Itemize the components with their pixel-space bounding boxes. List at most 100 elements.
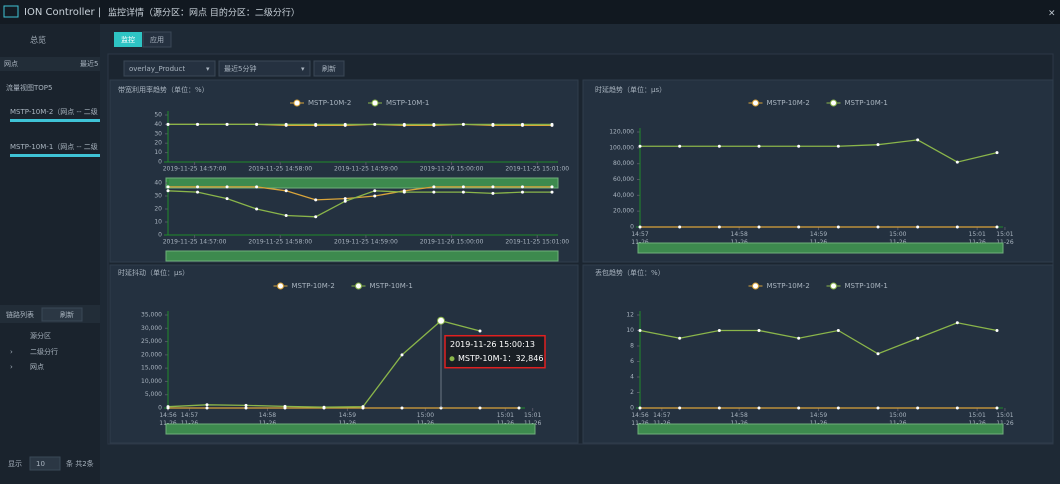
pager-select[interactable]: [29, 456, 61, 471]
point: [678, 225, 682, 229]
select-value[interactable]: 最近5分钟: [224, 64, 256, 73]
point: [255, 207, 259, 211]
x-tick-label: 15:01 11-26: [968, 231, 986, 246]
series-line: [639, 322, 998, 355]
filter[interactable]: 最近5: [80, 59, 98, 68]
refresh-label[interactable]: 刷新: [322, 64, 336, 73]
point: [196, 190, 200, 194]
point: [314, 122, 318, 126]
x-tick-label: 2019-11-25 14:57:00: [163, 166, 227, 173]
y-tick-label: 30: [154, 130, 162, 137]
pager-size[interactable]: 10: [36, 460, 45, 468]
modal-title: 监控详情（源分区：网点 目的分区：二级分行）: [108, 7, 300, 19]
legend-label: MSTP-10M-2: [767, 99, 810, 107]
expander[interactable]: ›: [10, 363, 13, 371]
point: [638, 329, 642, 332]
select[interactable]: [218, 60, 311, 77]
x-tick-label: 2019-11-25 14:58:00: [248, 239, 312, 246]
point: [461, 190, 465, 194]
legend-label: MSTP-10M-1: [845, 282, 888, 290]
x-tick-label: 2019-11-25 14:59:00: [334, 166, 398, 173]
select-value[interactable]: overlay_Product: [129, 65, 185, 73]
x-tick-label: 15:01 11-26: [968, 412, 986, 427]
point: [717, 225, 721, 229]
x-tick-label: 15:00 11-26: [889, 412, 907, 427]
point: [225, 185, 229, 189]
chart-title: 带宽利用率趋势（单位：%）: [118, 85, 209, 94]
point: [757, 225, 761, 229]
panel: [582, 79, 1054, 263]
pager-label: 显示: [8, 460, 22, 468]
refresh-button[interactable]: [41, 307, 83, 322]
x-tick-label: 14:58 11-26: [730, 231, 748, 246]
tab-label[interactable]: 应用: [150, 35, 164, 44]
legend-dot: [830, 282, 837, 290]
point: [550, 190, 554, 194]
x-tick-label: 14:57 11-26: [631, 231, 649, 246]
chart-title: 时延趋势（单位：μs）: [595, 85, 666, 94]
point: [836, 406, 840, 410]
point: [322, 405, 326, 409]
point: [717, 406, 721, 410]
point: [678, 406, 682, 410]
y-tick-label: 50: [154, 112, 162, 119]
point: [432, 185, 436, 189]
point: [876, 352, 880, 356]
refresh-label[interactable]: 刷新: [60, 310, 74, 319]
point: [678, 336, 682, 340]
filter[interactable]: 网点: [4, 60, 18, 68]
table-cell: 二级分行: [30, 347, 58, 356]
x-tick-label: 14:59 11-26: [810, 412, 828, 427]
top5-item[interactable]: MSTP-10M-1（网点 -- 二级: [10, 142, 98, 151]
point: [400, 353, 404, 357]
point: [373, 194, 377, 198]
point: [373, 122, 377, 126]
refresh-button[interactable]: [313, 60, 345, 77]
point: [916, 138, 920, 142]
highlight-point: [437, 316, 445, 325]
x-tick-label: 15:01 11-26: [996, 231, 1014, 246]
legend-dot: [277, 282, 284, 290]
x-tick-label: 14:59 11-26: [339, 412, 357, 427]
point: [955, 160, 959, 164]
point: [432, 122, 436, 126]
select[interactable]: [123, 60, 216, 77]
legend-label: MSTP-10M-2: [308, 99, 351, 107]
y-tick-label: 20: [154, 140, 162, 147]
tab-active[interactable]: [114, 32, 142, 47]
modal-header: [100, 0, 1060, 24]
top5-item[interactable]: MSTP-10M-2（网点 -- 二级: [10, 107, 98, 116]
x-tick-label: 14:56 11-26: [159, 412, 177, 427]
point: [166, 122, 170, 126]
x-tick-label: 2019-11-25 14:59:00: [334, 239, 398, 246]
x-tick-label: 15:01 11-26: [497, 412, 515, 427]
chart-title: 时延抖动（单位：μs）: [118, 268, 189, 277]
y-tick-label: 0: [630, 224, 634, 231]
pager-total: 条 共2条: [66, 459, 94, 468]
tab-label[interactable]: 监控: [121, 35, 135, 44]
point: [225, 122, 229, 126]
point: [166, 185, 170, 189]
point: [995, 329, 999, 332]
zoom-slider: [165, 250, 559, 262]
nav-item[interactable]: 总览: [30, 35, 46, 45]
top5-bar: [10, 119, 100, 122]
legend-label: MSTP-10M-1: [370, 282, 413, 290]
point: [314, 215, 318, 219]
brand-bar: [0, 0, 100, 24]
zoom-slider: [165, 423, 536, 435]
tab[interactable]: [142, 31, 172, 48]
y-tick-label: 40: [154, 121, 162, 128]
x-tick-label: 15:00 11-26: [417, 412, 435, 427]
point: [491, 185, 495, 189]
series-line: [167, 190, 552, 218]
point: [166, 405, 170, 409]
close-button[interactable]: ×: [1048, 9, 1056, 19]
legend-dot: [355, 282, 362, 290]
expander[interactable]: ›: [10, 348, 13, 356]
point: [876, 143, 880, 147]
tooltip-dot: [449, 356, 455, 362]
point: [995, 151, 999, 155]
zoom-slider: [637, 242, 1004, 254]
